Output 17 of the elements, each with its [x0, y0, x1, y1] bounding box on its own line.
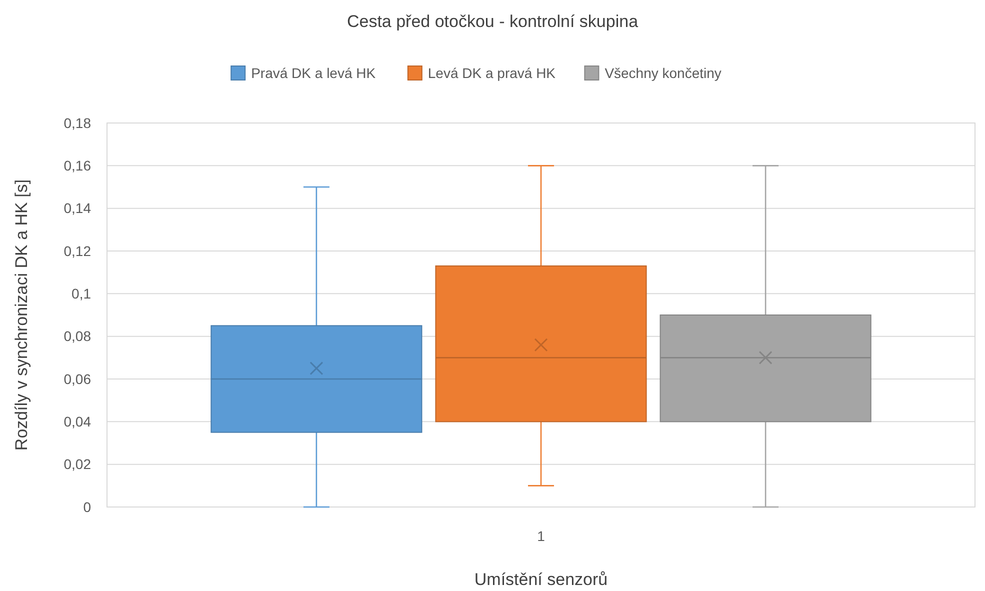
y-tick-label: 0,04: [64, 414, 92, 430]
y-tick-label: 0,12: [64, 242, 92, 259]
y-tick-label: 0,18: [64, 114, 92, 131]
y-axis-title: Rozdíly v synchronizaci DK a HK [s]: [12, 179, 31, 451]
y-tick-label: 0,06: [64, 370, 92, 387]
y-tick-label: 0,14: [64, 200, 92, 216]
y-tick-label: 0: [83, 498, 92, 515]
legend-label: Všechny končetiny: [604, 64, 722, 81]
y-tick-label: 0,1: [72, 286, 92, 302]
legend-label: Pravá DK a levá HK: [251, 64, 376, 81]
x-axis-title: Umístění senzorů: [474, 570, 608, 589]
y-tick-label: 0,08: [64, 328, 92, 344]
y-tick-label: 0,02: [64, 456, 92, 472]
legend-label: Levá DK a pravá HK: [428, 64, 556, 81]
y-tick-label: 0,16: [64, 158, 92, 174]
chart-title: Cesta před otočkou - kontrolní skupina: [346, 12, 639, 31]
x-tick-label: 1: [537, 528, 546, 544]
